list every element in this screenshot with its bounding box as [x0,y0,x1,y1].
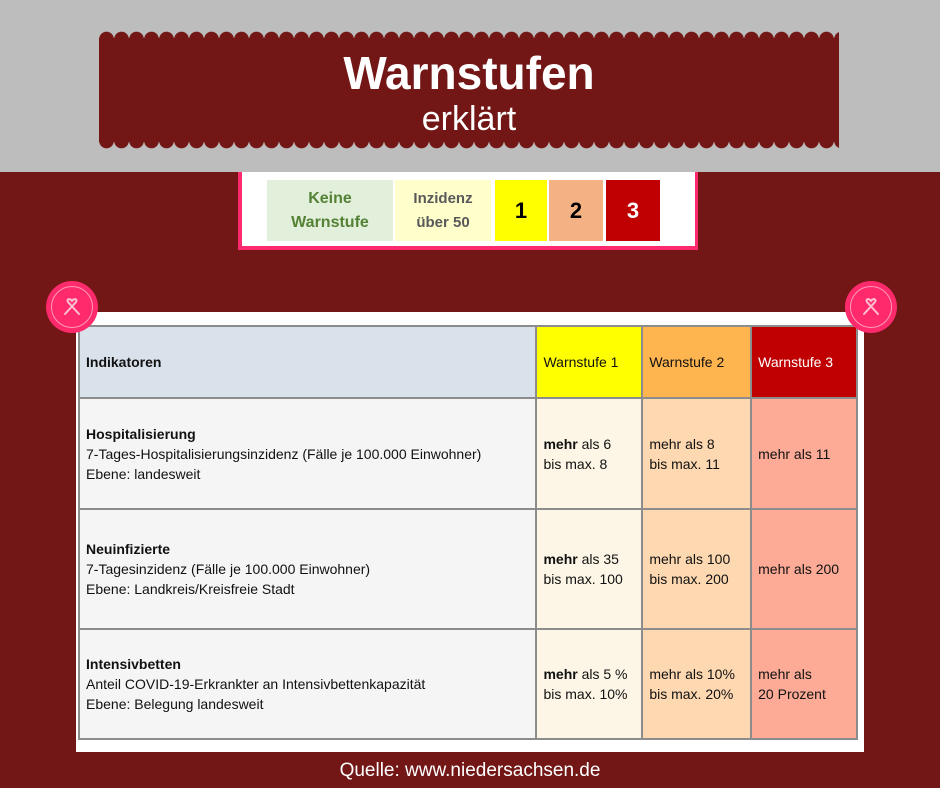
table-row: Intensivbetten Anteil COVID-19-Erkrankter… [77,628,858,740]
level-1-cell: mehr als 5 % bis max. 10% [535,628,644,740]
level-1-cell: mehr als 6 bis max. 8 [535,397,644,510]
indicator-description: 7-Tages-Hospitalisierungsinzidenz (Fälle… [86,445,482,462]
cell-text: bis max. 100 [543,571,623,587]
level-1-cell: mehr als 35 bis max. 100 [535,508,644,630]
indicator-level: Ebene: landesweit [86,465,201,482]
cell-text: 20 Prozent [758,686,826,702]
table-row: Neuinfizierte 7-Tagesinzidenz (Fälle je 1… [77,508,858,630]
pin-icon [845,281,897,333]
title-banner: Warnstufen erklärt [99,28,839,152]
page-subtitle: erklärt [421,100,517,138]
indicator-cell: Intensivbetten Anteil COVID-19-Erkrankter… [77,628,538,740]
cell-text: mehr als [758,666,812,682]
legend-label: Keine [308,189,352,207]
legend-incidence-50: Inzidenz über 50 [395,180,491,241]
pin-icon [46,281,98,333]
legend-no-level: Keine Warnstufe [267,180,393,241]
legend-label: Warnstufe [291,213,369,231]
level-3-cell: mehr als 11 [750,397,858,510]
source-credit: Quelle: www.niedersachsen.de [339,760,601,781]
cell-text: bis max. 200 [649,571,729,587]
level-3-cell: mehr als 20 Prozent [750,628,858,740]
level-2-cell: mehr als 10% bis max. 20% [641,628,753,740]
legend-label: Inzidenz [413,189,473,207]
level-3-cell: mehr als 200 [750,508,858,630]
indicator-cell: Hospitalisierung 7-Tages-Hospitalisierung… [77,397,538,510]
indicator-level: Ebene: Landkreis/Kreisfreie Stadt [86,581,295,597]
indicator-description: 7-Tagesinzidenz (Fälle je 100.000 Einwoh… [86,561,371,577]
legend-level-2: 2 [549,180,603,241]
cell-text: mehr als 100 [649,551,731,567]
cell-text: bis max. 8 [543,455,608,472]
cell-text: bis max. 10% [543,686,628,702]
header-level-1: Warnstufe 1 [535,325,644,399]
table-header-row: Indikatoren Warnstufe 1 Warnstufe 2 Warn… [77,325,858,399]
indicator-cell: Neuinfizierte 7-Tagesinzidenz (Fälle je 1… [77,508,538,630]
page-title: Warnstufen [343,47,595,99]
cell-text: als 5 % [577,666,628,682]
cell-text: mehr als 10% [649,666,735,682]
level-2-cell: mehr als 8 bis max. 11 [641,397,753,510]
cell-text: bis max. 11 [649,455,720,472]
warning-level-legend: Keine Warnstufe Inzidenz über 50 1 2 3 [238,172,698,250]
table-row: Hospitalisierung 7-Tages-Hospitalisierung… [77,397,858,510]
indicator-level: Ebene: Belegung landesweit [86,696,264,712]
cell-text: mehr als 8 [649,435,715,452]
header-level-3: Warnstufe 3 [750,325,858,399]
legend-level-1: 1 [495,180,547,241]
indicator-name: Intensivbetten [86,656,181,672]
bold-text: mehr [543,666,578,682]
table-card: Indikatoren Warnstufe 1 Warnstufe 2 Warn… [76,312,864,752]
cell-text: als 6 [577,435,612,452]
bold-text: mehr [543,435,578,452]
header-level-2: Warnstufe 2 [641,325,753,399]
legend-level-3: 3 [606,180,660,241]
indicator-description: Anteil COVID-19-Erkrankter an Intensivbe… [86,676,426,692]
header-indicators: Indikatoren [77,325,538,399]
level-2-cell: mehr als 100 bis max. 200 [641,508,753,630]
warning-levels-table: Indikatoren Warnstufe 1 Warnstufe 2 Warn… [77,325,858,740]
indicator-name: Hospitalisierung [86,425,196,442]
bold-text: mehr [543,551,578,567]
cell-text: als 35 [577,551,619,567]
indicator-name: Neuinfizierte [86,541,171,557]
legend-label: über 50 [416,213,470,231]
cell-text: bis max. 20% [649,686,734,702]
